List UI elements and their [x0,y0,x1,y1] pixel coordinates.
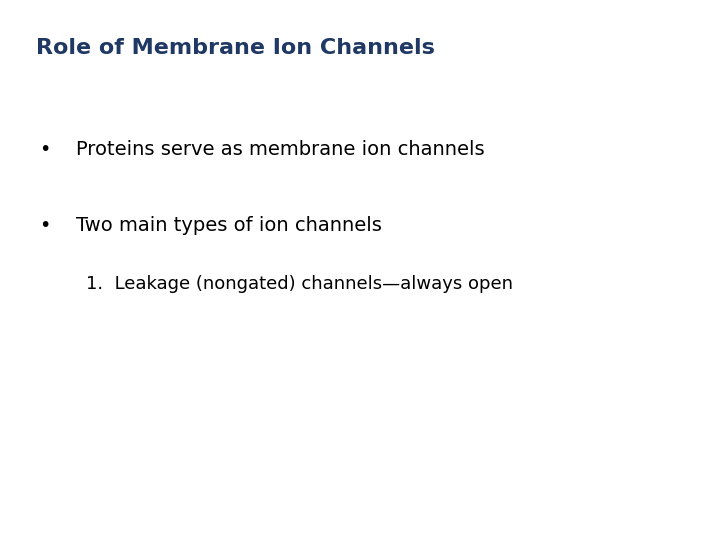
Text: Proteins serve as membrane ion channels: Proteins serve as membrane ion channels [76,140,485,159]
Text: •: • [40,216,51,235]
Text: Role of Membrane Ion Channels: Role of Membrane Ion Channels [36,38,435,58]
Text: Two main types of ion channels: Two main types of ion channels [76,216,382,235]
Text: 1.  Leakage (nongated) channels—always open: 1. Leakage (nongated) channels—always op… [86,275,513,293]
Text: •: • [40,140,51,159]
